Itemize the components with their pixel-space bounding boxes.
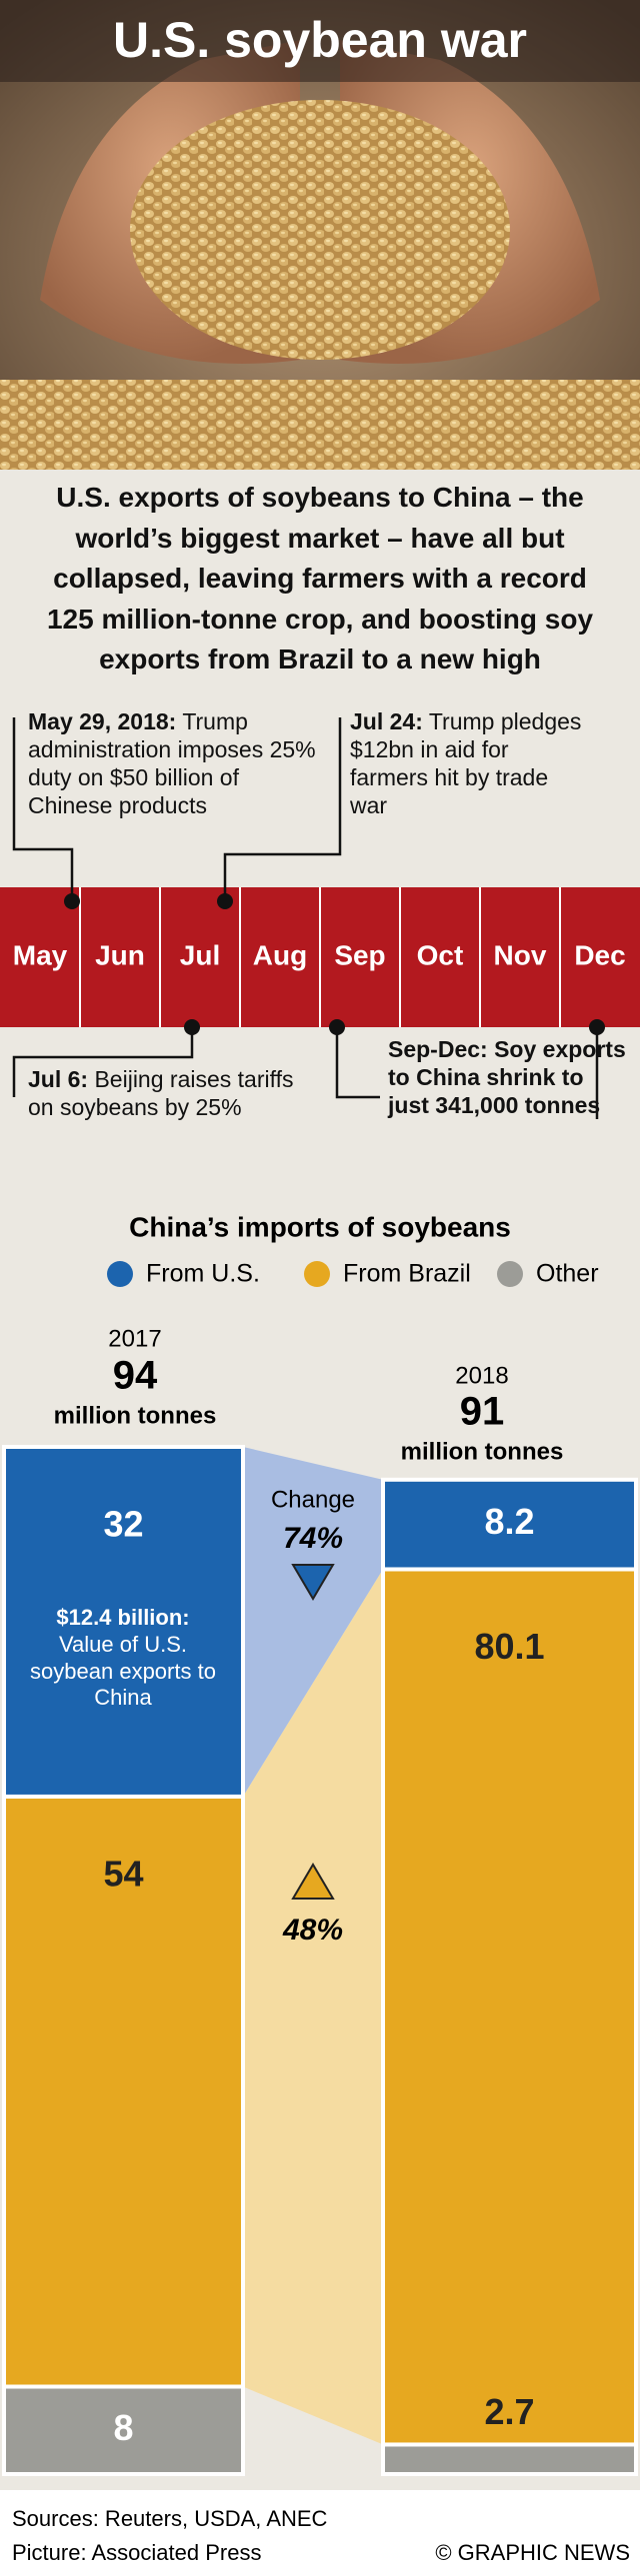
month-label: Nov	[494, 939, 547, 970]
month-label: Dec	[574, 939, 625, 970]
note: $12.4 billion: Value of U.S. soybean expo…	[28, 1605, 218, 1712]
month-label: Sep	[334, 939, 385, 970]
category-label: 2017	[108, 1325, 161, 1352]
event-text: Trump pledges $12bn in aid for farmers h…	[350, 708, 582, 819]
note-title: $12.4 billion:	[56, 1605, 190, 1630]
months: May Jun Jul Aug Sep Oct Nov Dec	[13, 887, 626, 1027]
value-label: 54	[103, 1853, 143, 1894]
picture-credit: Picture: Associated Press	[12, 2540, 261, 2565]
intro: U.S. exports of soybeans to China – the …	[46, 482, 594, 675]
event: Sep-Dec: Soy exports to China shrink to …	[388, 1035, 628, 1119]
change-arrow	[291, 1863, 335, 1900]
event: Jul 24: Trump pledges $12bn in aid for f…	[350, 707, 590, 819]
event-text: Trump administration imposes 25% duty on…	[28, 708, 316, 819]
total-value: 94	[113, 1354, 158, 1398]
bar-segment	[381, 2442, 638, 2477]
legend-label: From Brazil	[343, 1260, 471, 1288]
connectors	[12, 717, 599, 1119]
bar-segment	[2, 1794, 245, 2389]
value-label: 8	[113, 2407, 133, 2448]
note-text: Value of U.S. soybean exports to China	[30, 1631, 216, 1711]
legend-label: From U.S.	[146, 1260, 260, 1288]
change-value: 74%	[283, 1522, 343, 1555]
bar-segment	[381, 1567, 638, 2447]
category-label: 2018	[455, 1362, 508, 1389]
chart-title: China’s imports of soybeans	[129, 1211, 511, 1242]
total-unit: million tonnes	[401, 1438, 564, 1465]
photo: U.S. soybean war	[0, 0, 640, 470]
event: May 29, 2018: Trump administration impos…	[28, 707, 318, 819]
change-title: Change	[271, 1486, 355, 1513]
event-date: May 29, 2018:	[28, 708, 177, 734]
change-band	[243, 1447, 383, 1797]
timeline-dots	[64, 893, 605, 1035]
legend-swatch	[497, 1261, 523, 1287]
change-arrow	[291, 1564, 335, 1601]
month-label: Jun	[95, 939, 145, 970]
credit: © GRAPHIC NEWS	[435, 2540, 630, 2565]
footer-band	[0, 2490, 640, 2576]
total-unit: million tonnes	[54, 1402, 217, 1429]
bar-segment	[2, 1445, 245, 1799]
legend-swatch	[304, 1261, 330, 1287]
total-value: 91	[460, 1390, 505, 1434]
bar-segment	[381, 1477, 638, 1572]
sources: Sources: Reuters, USDA, ANEC	[12, 2506, 328, 2531]
event-date: Jul 24:	[350, 708, 423, 734]
value-label: 8.2	[484, 1501, 534, 1542]
event-text: Beijing raises tariffs on soybeans by 25…	[28, 1066, 294, 1121]
legend-label: Other	[536, 1260, 599, 1288]
value-label: 2.7	[484, 2391, 534, 2432]
event-text: Soy exports to China shrink to just 341,…	[388, 1036, 626, 1119]
month-label: May	[13, 939, 68, 970]
month-label: Aug	[253, 939, 307, 970]
title: U.S. soybean war	[113, 12, 527, 68]
value-label: 32	[103, 1504, 143, 1545]
change-band	[243, 1569, 383, 2445]
event-date: Sep-Dec:	[388, 1036, 488, 1062]
legend-swatch	[107, 1261, 133, 1287]
month-label: Jul	[180, 939, 220, 970]
value-label: 80.1	[474, 1626, 544, 1667]
event-date: Jul 6:	[28, 1066, 89, 1092]
event: Jul 6: Beijing raises tariffs on soybean…	[28, 1065, 318, 1121]
bar-segment	[2, 2384, 245, 2477]
month-label: Oct	[417, 939, 464, 970]
change-value: 48%	[282, 1914, 343, 1946]
